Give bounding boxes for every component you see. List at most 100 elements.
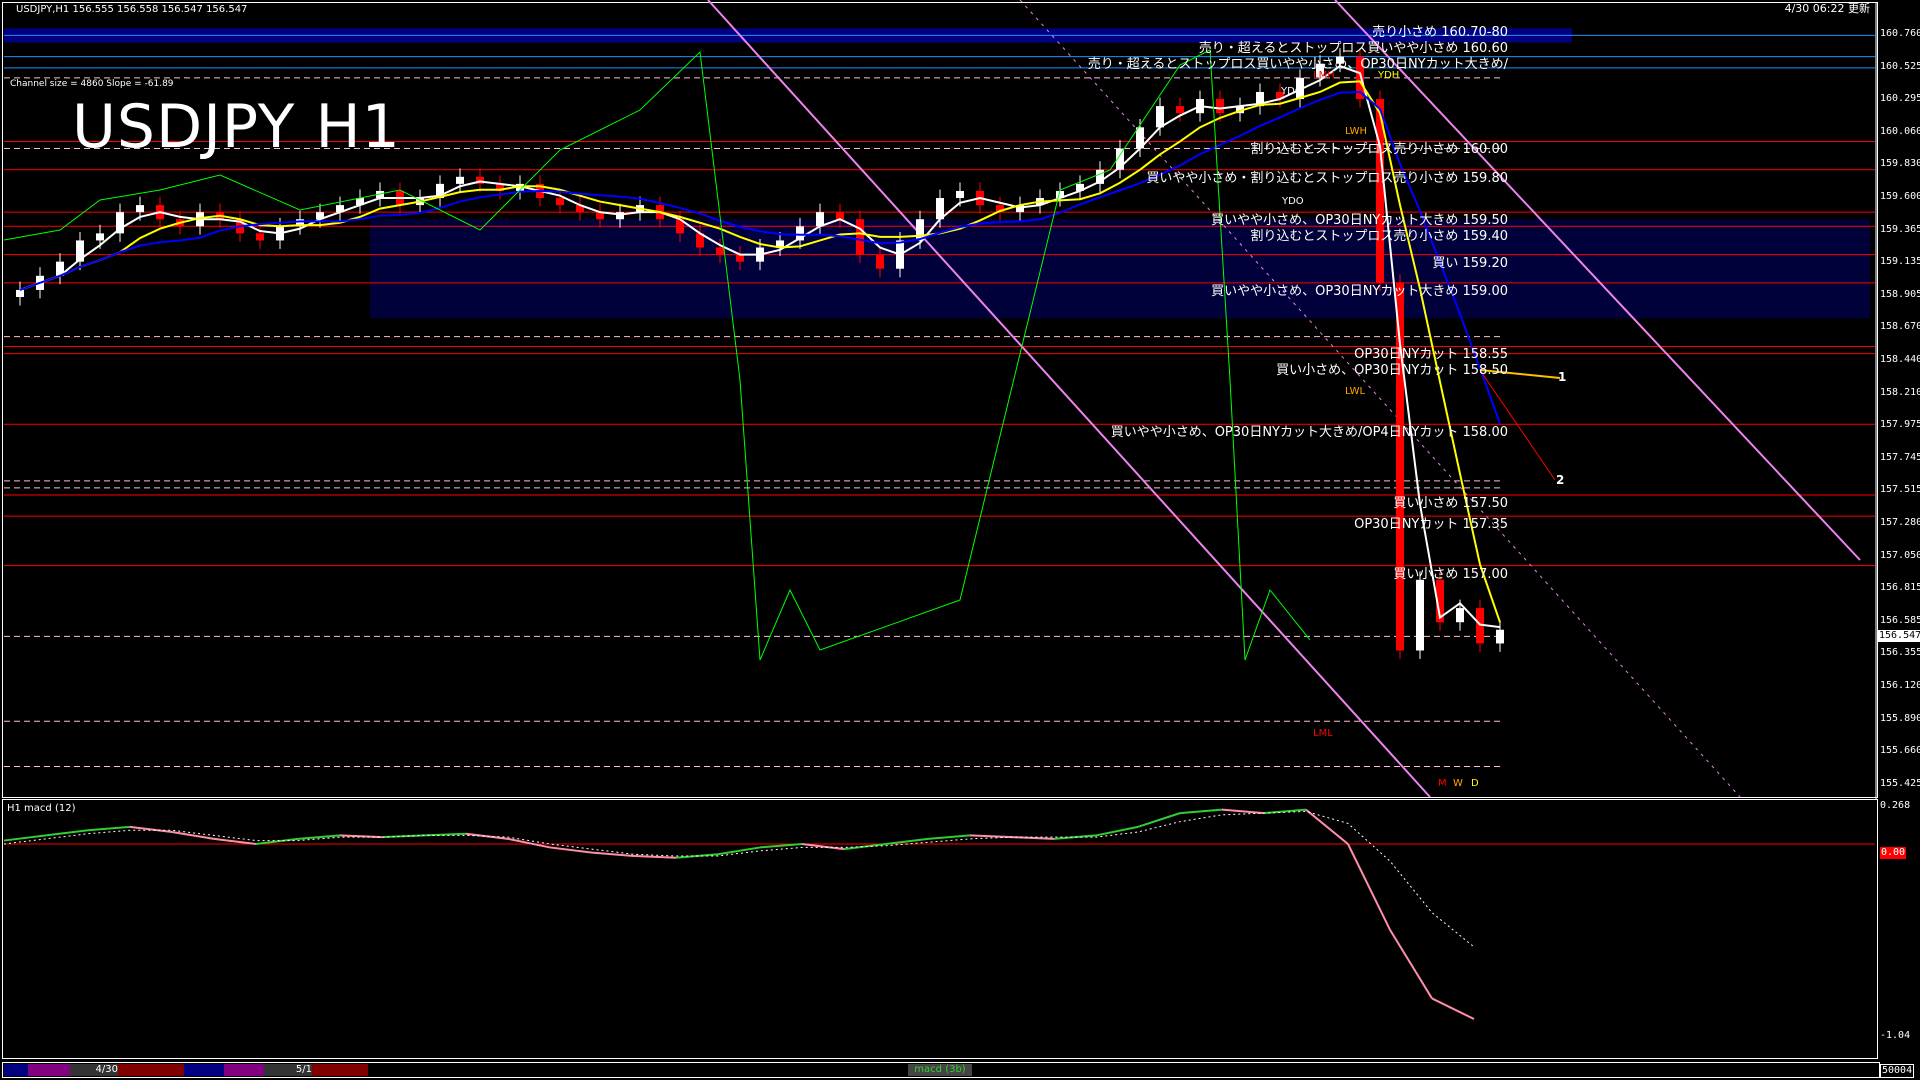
- main-chart-frame[interactable]: [2, 2, 1878, 798]
- level-label: 買いやや小さめ、OP30日NYカット大きめ 159.00: [1211, 283, 1508, 299]
- candle-body: [1016, 205, 1024, 213]
- macd-signal-line: [3, 810, 1475, 948]
- price-axis-tick: 160.295: [1880, 93, 1920, 105]
- wave-2-label: 2: [1556, 473, 1565, 487]
- chart-title: USDJPY H1: [72, 92, 401, 162]
- candle-body: [1056, 190, 1064, 199]
- level-label: 買いやや小さめ、OP30日NYカット大きめ/OP4日NYカット 158.00: [1110, 425, 1508, 441]
- candle-body: [1116, 148, 1124, 170]
- candle-body: [436, 183, 444, 199]
- candle-body: [796, 226, 804, 241]
- candle-body: [1236, 106, 1244, 114]
- period-separator-bar[interactable]: 4/30 5/1 macd (3b): [2, 1062, 1880, 1078]
- moving-average-line: [19, 80, 1501, 623]
- macd-axis-zero: 0.00: [1880, 847, 1907, 859]
- candle-body: [496, 183, 504, 191]
- level-label: 割り込むとストップロス売り小さめ 160.00: [1250, 142, 1508, 158]
- channel-info: Channel size = 4860 Slope = -61.89: [10, 79, 174, 89]
- m-marker: M: [1438, 778, 1447, 789]
- candle-body: [1096, 169, 1104, 184]
- candle-body: [1436, 579, 1444, 623]
- candle-body: [76, 240, 84, 262]
- macd-label: H1 macd (12): [7, 803, 76, 814]
- macd-segment: [171, 831, 215, 840]
- price-axis-tick: 157.050: [1880, 549, 1920, 561]
- indicator-tab[interactable]: macd (3b): [908, 1064, 972, 1076]
- macd-axis-bottom: -1.04: [1880, 1030, 1911, 1041]
- price-chart[interactable]: [0, 0, 1920, 800]
- macd-segment: [1305, 808, 1349, 845]
- price-axis-tick: 159.365: [1880, 223, 1920, 235]
- candle-body: [1316, 63, 1324, 78]
- level-label: 売り・超えるとストップロス買いやや小さめ、OP30日NYカット大きめ/: [1087, 57, 1508, 73]
- candle-body: [776, 240, 784, 248]
- lwl-marker: LWL: [1345, 386, 1366, 397]
- wave-1-label: 1: [1558, 370, 1567, 384]
- candle-body: [96, 233, 104, 241]
- price-axis-tick: 158.210: [1880, 386, 1920, 398]
- price-axis-tick: 159.135: [1880, 256, 1920, 268]
- moving-average-line: [19, 64, 1501, 629]
- candle-body: [736, 254, 744, 262]
- price-axis-tick: 157.975: [1880, 419, 1920, 431]
- price-axis-tick: 160.760: [1880, 28, 1920, 39]
- lmh-marker: LMH: [1313, 70, 1335, 81]
- candle-body: [1336, 56, 1344, 64]
- lwh-marker: LWH: [1345, 126, 1368, 137]
- macd-segment: [255, 837, 299, 845]
- macd-segment: [1095, 825, 1139, 837]
- macd-segment: [87, 825, 131, 832]
- macd-panel-frame[interactable]: [2, 799, 1878, 1059]
- price-axis-tick: 157.280: [1880, 517, 1920, 528]
- macd-segment: [1221, 808, 1265, 815]
- macd-segment: [969, 834, 1013, 839]
- macd-segment: [129, 825, 173, 833]
- ydh-marker: YDH: [1378, 70, 1400, 81]
- candle-body: [1256, 91, 1264, 107]
- lml-marker: LML: [1313, 728, 1333, 739]
- price-axis-tick: 160.060: [1880, 125, 1920, 137]
- price-axis-tick: 156.585: [1880, 614, 1920, 626]
- level-label: 売り・超えるとストップロス買いやや小さめ 160.60: [1198, 41, 1508, 57]
- moving-average-line: [19, 90, 1501, 424]
- macd-segment: [297, 834, 341, 840]
- symbol-ohlc-header: USDJPY,H1 156.555 156.558 156.547 156.54…: [16, 4, 248, 15]
- price-axis-tick: 157.515: [1880, 484, 1920, 496]
- price-axis-tick: 155.890: [1880, 712, 1920, 724]
- macd-segment: [1431, 997, 1475, 1020]
- candle-body: [516, 183, 524, 191]
- macd-segment: [717, 846, 761, 856]
- macd-segment: [423, 832, 467, 837]
- level-label: 割り込むとストップロス売り小さめ 159.40: [1250, 229, 1508, 245]
- candle-body: [936, 198, 944, 220]
- candle-body: [836, 212, 844, 220]
- channel-midline: [1019, 0, 1741, 798]
- candle-body: [576, 205, 584, 213]
- price-axis-tick: 159.830: [1880, 158, 1920, 170]
- oscillator-line: [3, 49, 1311, 661]
- bar-seg: [312, 1064, 368, 1076]
- macd-segment: [1179, 808, 1223, 815]
- level-label: 買い小さめ 157.50: [1393, 495, 1508, 511]
- price-axis-tick: 159.600: [1880, 191, 1920, 202]
- price-axis-tick: 160.525: [1880, 60, 1920, 72]
- level-label: 売り小さめ 160.70-80: [1372, 25, 1508, 41]
- channel-line: [707, 0, 1431, 798]
- level-label: 買い小さめ、OP30日NYカット 158.50: [1276, 363, 1508, 379]
- price-axis-tick: 156.355: [1880, 647, 1920, 659]
- candle-body: [116, 212, 124, 234]
- macd-segment: [843, 843, 887, 851]
- macd-axis-top: 0.268: [1880, 800, 1911, 811]
- level-label: 買いやや小さめ・割り込むとストップロス売り小さめ 159.80: [1146, 170, 1508, 186]
- candle-body: [996, 205, 1004, 213]
- date-5-1: 5/1: [264, 1064, 312, 1076]
- candle-body: [1136, 127, 1144, 149]
- bar-seg: [4, 1064, 28, 1076]
- w-marker: W: [1453, 778, 1463, 789]
- macd-segment: [1263, 808, 1307, 815]
- candle-body: [816, 212, 824, 227]
- candle-body: [916, 219, 924, 241]
- candle-body: [456, 176, 464, 184]
- macd-segment: [549, 846, 593, 854]
